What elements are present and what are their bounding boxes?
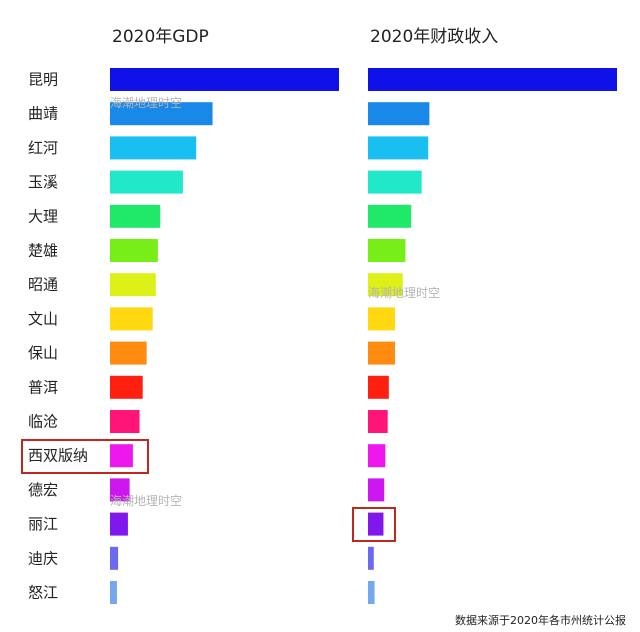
- category-label: 临沧: [28, 413, 58, 431]
- category-label: 昆明: [28, 71, 58, 89]
- highlight-box-revenue-bar: [352, 507, 396, 542]
- revenue-bar: [368, 410, 388, 433]
- source-note: 数据来源于2020年各市州统计公报: [455, 613, 626, 627]
- revenue-bar: [368, 341, 396, 365]
- revenue-bar: [368, 170, 422, 194]
- category-label: 保山: [28, 344, 58, 362]
- revenue-bar: [368, 444, 386, 468]
- highlight-boxes: [21, 439, 396, 542]
- watermark: 海潮地理时空: [110, 95, 182, 110]
- revenue-bar: [368, 136, 429, 160]
- revenue-bar: [368, 546, 374, 570]
- category-label: 怒江: [28, 584, 58, 602]
- gdp-bar: [110, 581, 117, 604]
- gdp-panel-title: 2020年GDP: [112, 27, 209, 47]
- category-label: 大理: [28, 207, 58, 225]
- revenue-bar: [368, 204, 412, 228]
- category-label: 曲靖: [28, 105, 58, 123]
- category-label: 普洱: [28, 378, 58, 396]
- gdp-bar: [110, 444, 133, 468]
- category-label: 德宏: [28, 481, 58, 499]
- revenue-bar: [368, 68, 617, 91]
- gdp-bar: [110, 341, 147, 365]
- category-label: 红河: [28, 139, 58, 157]
- revenue-bar: [368, 478, 385, 502]
- revenue-bar: [368, 273, 403, 297]
- gdp-bars: [110, 68, 339, 604]
- gdp-bar: [110, 68, 339, 91]
- gdp-bar: [110, 273, 156, 297]
- gdp-bar: [110, 307, 153, 331]
- gdp-bar: [110, 102, 213, 126]
- category-label: 西双版纳: [28, 447, 88, 465]
- revenue-panel-title: 2020年财政收入: [370, 27, 498, 47]
- gdp-bar: [110, 478, 130, 502]
- revenue-bar: [368, 375, 389, 399]
- watermark: 海潮地理时空: [368, 285, 440, 300]
- revenue-bar: [368, 239, 406, 262]
- category-label: 迪庆: [28, 549, 58, 567]
- gdp-bar: [110, 410, 140, 433]
- category-label: 文山: [28, 310, 58, 328]
- revenue-bar: [368, 512, 384, 536]
- gdp-bar: [110, 512, 128, 536]
- highlight-box-label: [21, 439, 149, 474]
- gdp-bar: [110, 239, 158, 262]
- gdp-bar: [110, 170, 183, 194]
- gdp-bar: [110, 375, 143, 399]
- gdp-bar: [110, 204, 161, 228]
- category-label: 昭通: [28, 276, 58, 294]
- revenue-bar: [368, 581, 375, 604]
- gdp-bar: [110, 546, 119, 570]
- category-label: 丽江: [28, 515, 58, 533]
- gdp-bar: [110, 136, 197, 160]
- revenue-bars: [368, 68, 617, 604]
- watermark: 海潮地理时空: [110, 493, 182, 508]
- category-label: 楚雄: [28, 242, 58, 260]
- revenue-bar: [368, 102, 430, 126]
- category-label: 玉溪: [28, 173, 58, 191]
- revenue-bar: [368, 307, 396, 331]
